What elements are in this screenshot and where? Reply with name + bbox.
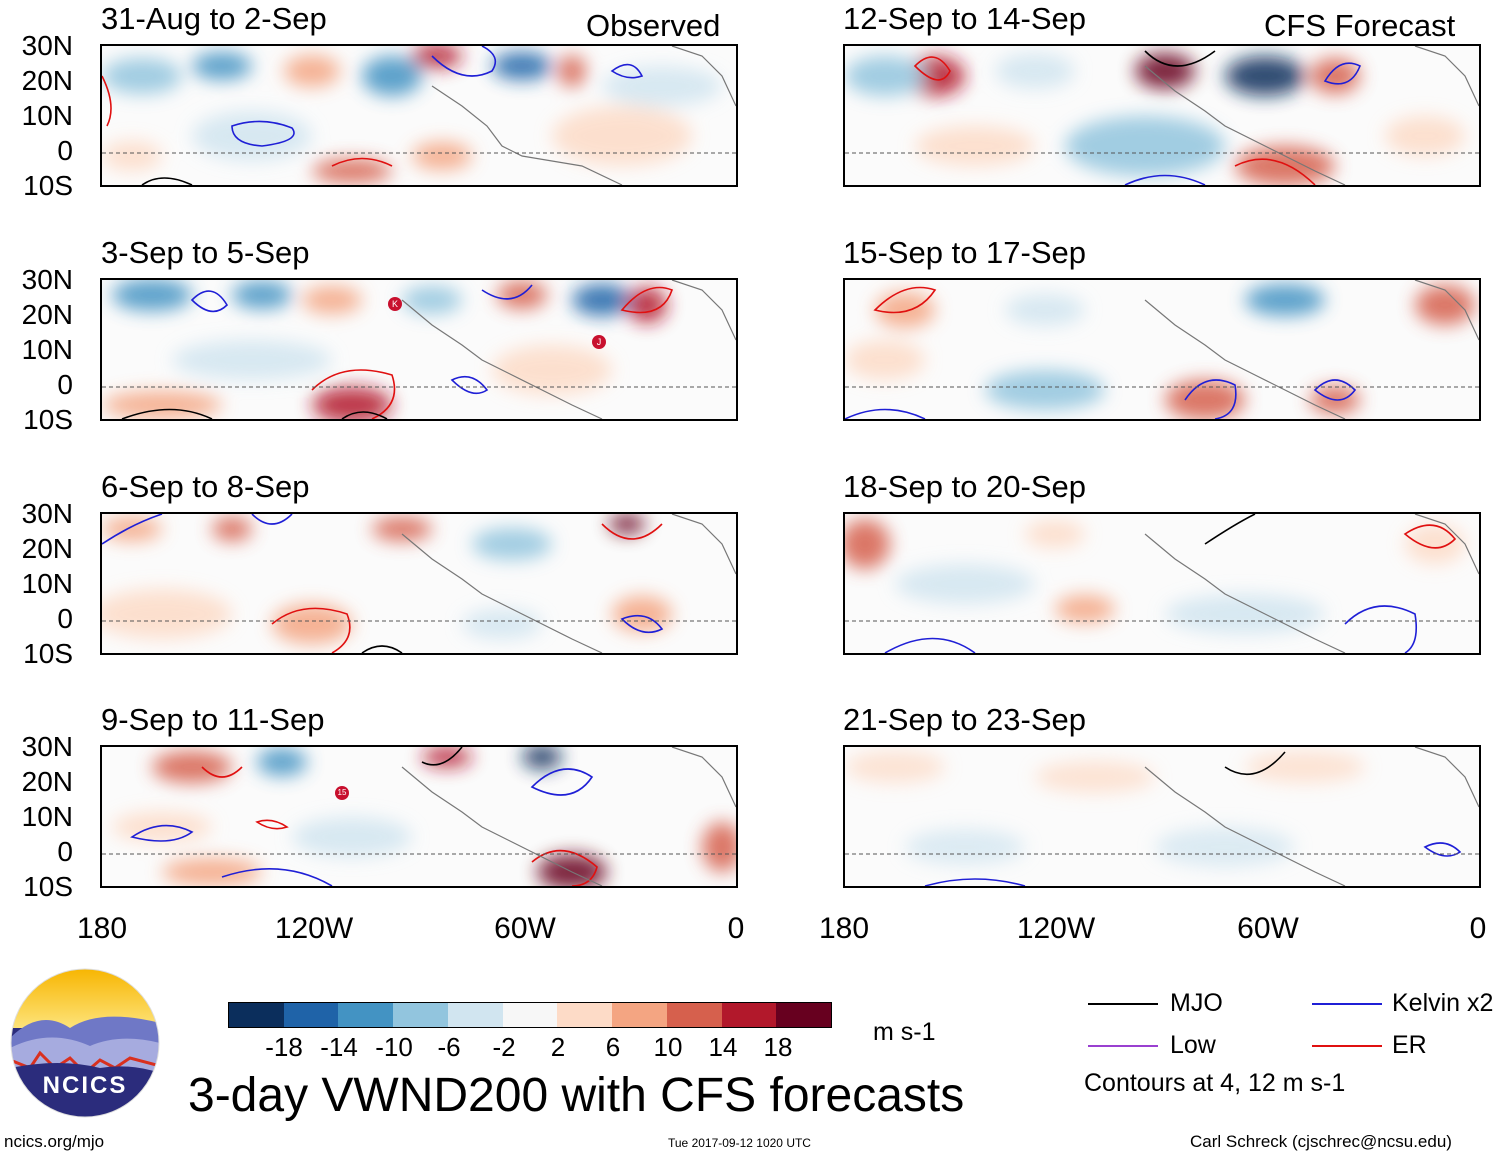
colorbar-swatch — [338, 1003, 394, 1027]
lat-label: 0 — [57, 603, 73, 634]
panel-title-fc-2: 15-Sep to 17-Sep — [843, 235, 1087, 270]
observed-label: Observed — [586, 8, 721, 43]
map-forecast-2 — [843, 278, 1481, 421]
lat-label: 0 — [57, 836, 73, 867]
panel-title-obs-4: 9-Sep to 11-Sep — [101, 702, 325, 737]
ncics-logo: NCICS — [10, 968, 160, 1118]
lat-label: 10N — [21, 100, 73, 131]
lat-label: 10N — [21, 801, 73, 832]
lon-label: 0 — [1469, 912, 1487, 945]
panel-title-fc-4: 21-Sep to 23-Sep — [843, 702, 1087, 737]
lat-label: 10S — [23, 638, 73, 669]
colorbar-swatch — [776, 1003, 832, 1027]
lat-label: 0 — [57, 369, 73, 400]
lat-label: 30N — [21, 498, 73, 529]
colorbar-tick: 6 — [605, 1032, 621, 1062]
legend-label-mjo: MJO — [1170, 989, 1223, 1017]
legend-label-er: ER — [1392, 1031, 1427, 1059]
lat-label: 30N — [21, 264, 73, 295]
map-forecast-4 — [843, 745, 1481, 888]
map-observed-1 — [100, 44, 738, 187]
lat-label: 10S — [23, 170, 73, 201]
lat-label: 10N — [21, 334, 73, 365]
panel-title-obs-1: 31-Aug to 2-Sep — [101, 1, 327, 36]
colorbar-swatch — [283, 1003, 339, 1027]
contour-note: Contours at 4, 12 m s-1 — [1084, 1069, 1346, 1097]
colorbar-tick: -6 — [437, 1032, 461, 1062]
lon-label: 60W — [1237, 912, 1299, 945]
legend-line-kelvin — [1312, 1003, 1382, 1005]
legend-line-er — [1312, 1045, 1382, 1047]
logo-text: NCICS — [43, 1072, 128, 1099]
lon-label: 180 — [818, 912, 870, 945]
lon-label: 120W — [274, 912, 354, 945]
colorbar-tick: -14 — [320, 1032, 358, 1062]
colorbar-swatch — [721, 1003, 777, 1027]
colorbar-tick: 14 — [708, 1032, 738, 1062]
lat-label: 20N — [21, 65, 73, 96]
colorbar-tick: 10 — [653, 1032, 683, 1062]
lat-label: 10N — [21, 568, 73, 599]
author-credit: Carl Schreck (cjschrec@ncsu.edu) — [1190, 1132, 1452, 1151]
storm-marker-j: J — [592, 335, 606, 349]
map-observed-4 — [100, 745, 738, 888]
lat-label: 10S — [23, 871, 73, 902]
lat-label: 30N — [21, 30, 73, 61]
colorbar-unit: m s-1 — [873, 1018, 936, 1046]
colorbar-swatch — [612, 1003, 667, 1027]
lat-label: 20N — [21, 533, 73, 564]
colorbar-swatch — [447, 1003, 503, 1027]
colorbar-tick: 2 — [550, 1032, 566, 1062]
storm-marker-k: K — [388, 297, 402, 311]
main-title: 3-day VWND200 with CFS forecasts — [188, 1069, 965, 1122]
colorbar-tick: -10 — [375, 1032, 413, 1062]
forecast-label: CFS Forecast — [1264, 8, 1456, 43]
colorbar — [228, 1002, 832, 1028]
map-observed-2 — [100, 278, 738, 421]
legend-line-low — [1088, 1045, 1158, 1047]
website-link[interactable]: ncics.org/mjo — [4, 1132, 105, 1151]
lat-label: 20N — [21, 299, 73, 330]
map-forecast-3 — [843, 512, 1481, 655]
lon-label: 120W — [1016, 912, 1096, 945]
lat-label: 10S — [23, 404, 73, 435]
colorbar-swatch — [557, 1003, 613, 1027]
panel-title-fc-1: 12-Sep to 14-Sep — [843, 1, 1087, 36]
colorbar-swatch — [393, 1003, 448, 1027]
lon-label: 0 — [727, 912, 745, 945]
legend-label-low: Low — [1170, 1031, 1216, 1059]
colorbar-tick: -2 — [492, 1032, 516, 1062]
lon-label: 60W — [494, 912, 556, 945]
colorbar-swatch — [502, 1003, 558, 1027]
timestamp: Tue 2017-09-12 1020 UTC — [668, 1136, 811, 1150]
colorbar-swatch — [666, 1003, 722, 1027]
map-forecast-1 — [843, 44, 1481, 187]
storm-marker-15: 15 — [335, 786, 349, 800]
colorbar-swatch — [229, 1003, 284, 1027]
lat-label: 30N — [21, 731, 73, 762]
map-observed-3 — [100, 512, 738, 655]
lat-label: 20N — [21, 766, 73, 797]
colorbar-tick: 18 — [763, 1032, 793, 1062]
panel-title-obs-3: 6-Sep to 8-Sep — [101, 469, 310, 504]
legend-label-kelvin: Kelvin x2 — [1392, 989, 1494, 1017]
lon-label: 180 — [76, 912, 128, 945]
legend-line-mjo — [1088, 1003, 1158, 1005]
panel-title-fc-3: 18-Sep to 20-Sep — [843, 469, 1087, 504]
colorbar-tick: -18 — [265, 1032, 303, 1062]
lat-label: 0 — [57, 135, 73, 166]
panel-title-obs-2: 3-Sep to 5-Sep — [101, 235, 310, 270]
